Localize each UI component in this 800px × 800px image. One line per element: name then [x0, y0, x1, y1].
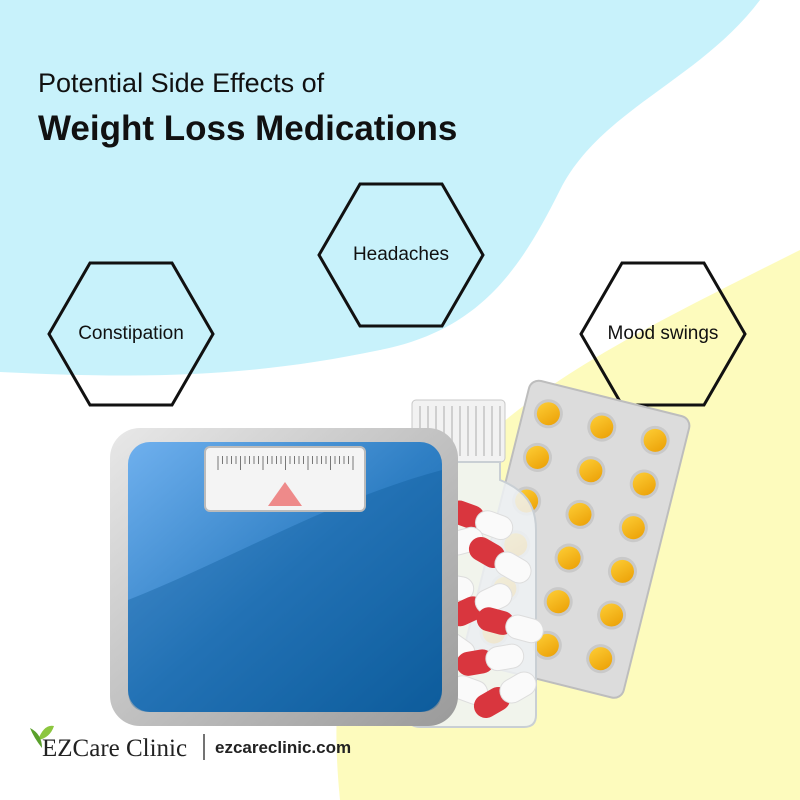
title-line1: Potential Side Effects of [38, 68, 325, 98]
side-effect-label: Constipation [78, 323, 184, 344]
side-effect: Constipation [47, 261, 215, 407]
bg-cyan [0, 0, 760, 376]
capsule [468, 537, 532, 584]
bathroom-scale [110, 428, 458, 726]
hexagon [47, 261, 215, 407]
capsule-white [505, 614, 544, 644]
pill [565, 499, 595, 529]
pill [618, 513, 648, 543]
pill [554, 543, 584, 573]
decoration [217, 456, 354, 470]
capsule-white [485, 643, 525, 672]
capsule-white [499, 671, 537, 704]
pill [576, 456, 606, 486]
capsule-red [456, 649, 495, 676]
pill [543, 587, 573, 617]
pill [523, 442, 553, 472]
brand: EZCare Clinic [42, 735, 187, 762]
pill [629, 469, 659, 499]
capsule [473, 671, 537, 718]
capsule-white [474, 583, 513, 615]
decoration [38, 725, 54, 740]
capsule [476, 607, 544, 644]
title-line2: Weight Loss Medications [38, 109, 457, 148]
decoration [30, 728, 42, 748]
side-effect: Headaches [317, 182, 485, 328]
side-effect-label: Headaches [353, 244, 449, 265]
pill [586, 644, 616, 674]
side-effects: Constipation Headaches Mood swings [47, 182, 747, 407]
pill [640, 425, 670, 455]
pill [597, 600, 627, 630]
side-effect-label: Mood swings [608, 323, 719, 344]
decoration [268, 482, 302, 506]
pill [533, 399, 563, 429]
logo [30, 725, 54, 748]
capsule-white [475, 510, 514, 541]
pill [607, 556, 637, 586]
decoration [128, 470, 442, 712]
capsule-red [476, 607, 515, 635]
website: ezcareclinic.com [215, 738, 351, 757]
capsule-white [494, 551, 532, 584]
hexagon [317, 182, 485, 328]
pill [587, 412, 617, 442]
capsule [456, 643, 525, 676]
